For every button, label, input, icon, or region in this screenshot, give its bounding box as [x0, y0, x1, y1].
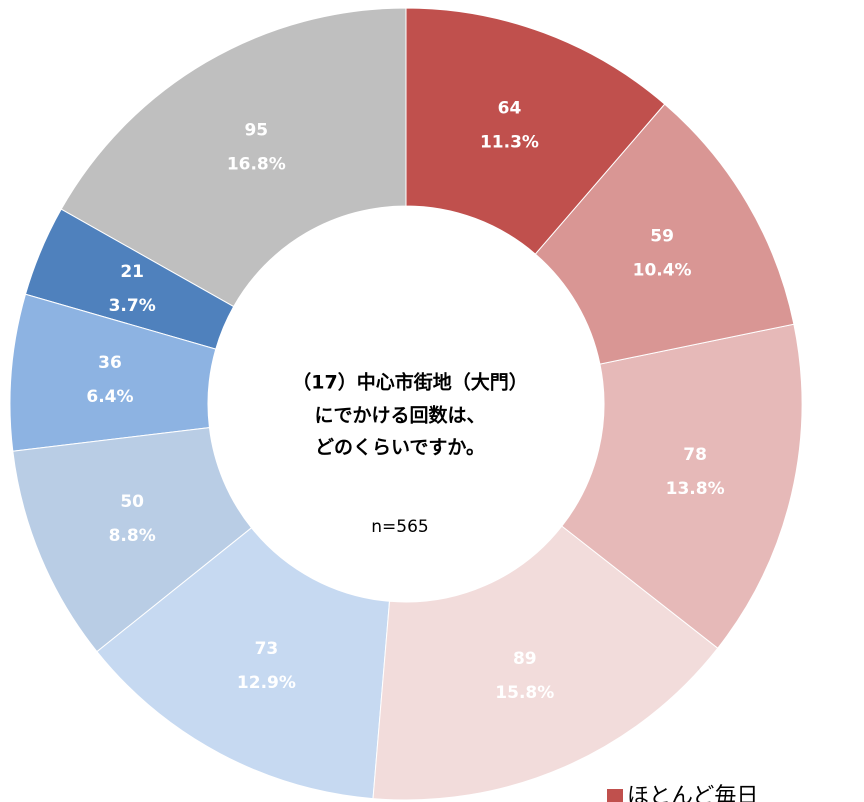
data-label: 64 — [498, 99, 522, 119]
data-label: 78 — [683, 445, 707, 465]
data-label: 50 — [120, 492, 144, 512]
donut-segment — [372, 525, 719, 801]
chart-title: どのくらいですか。 — [315, 437, 485, 459]
chart-title: にでかける回数は、 — [314, 404, 485, 427]
donut-segment — [96, 527, 391, 800]
percent-label: 11.3% — [480, 133, 539, 153]
donut-segment — [405, 7, 666, 255]
legend-label: ほとんど毎日 — [627, 784, 758, 802]
donut-segment — [60, 7, 407, 308]
data-label: 59 — [650, 227, 674, 247]
donut-segment — [534, 103, 795, 365]
data-label: 95 — [244, 120, 268, 140]
data-label: 21 — [120, 262, 144, 282]
donut-segment — [12, 427, 253, 653]
percent-label: 12.9% — [237, 673, 296, 693]
percent-label: 13.8% — [666, 479, 725, 499]
chart-title: （17）中心市街地（大門） — [292, 371, 527, 394]
percent-label: 8.8% — [109, 526, 156, 546]
legend-swatch — [607, 789, 623, 802]
data-label: 73 — [255, 639, 279, 659]
data-label: 36 — [98, 353, 122, 373]
percent-label: 6.4% — [86, 387, 133, 407]
percent-label: 16.8% — [227, 154, 286, 174]
data-label: 89 — [513, 649, 537, 669]
percent-label: 3.7% — [109, 296, 156, 316]
percent-label: 15.8% — [495, 683, 554, 703]
donut-segment — [9, 293, 217, 452]
donut-segment — [24, 208, 235, 350]
sample-size: n=565 — [371, 517, 428, 537]
percent-label: 10.4% — [633, 261, 692, 281]
donut-segment — [561, 323, 803, 649]
